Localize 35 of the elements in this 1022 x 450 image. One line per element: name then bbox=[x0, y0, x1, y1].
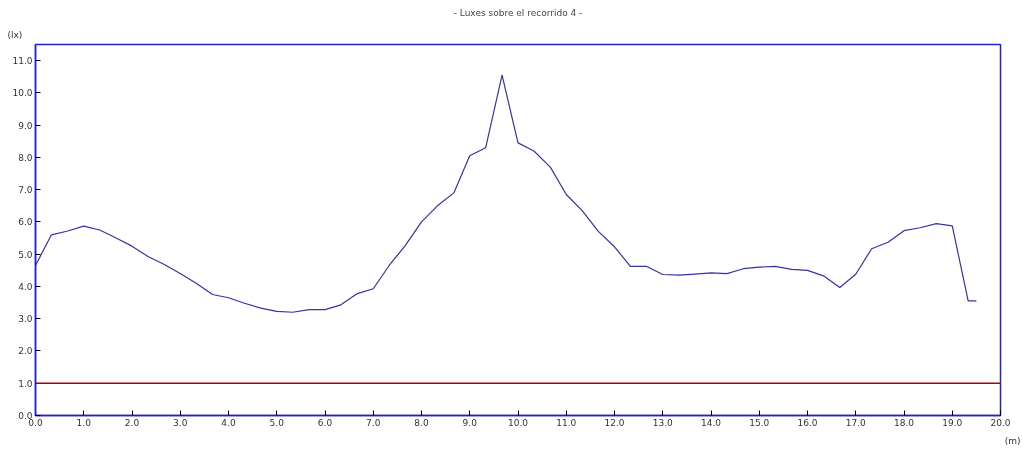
x-tick-label: 3.0 bbox=[173, 417, 188, 428]
y-tick-label: 10.0 bbox=[12, 88, 33, 99]
y-tick-label: 2.0 bbox=[18, 346, 33, 357]
x-tick-label: 20.0 bbox=[990, 417, 1011, 428]
x-tick-label: 17.0 bbox=[845, 417, 867, 428]
chart-title: - Luxes sobre el recorrido 4 - bbox=[453, 7, 583, 18]
y-tick-label: 4.0 bbox=[18, 281, 33, 292]
x-tick-label: 13.0 bbox=[652, 417, 674, 428]
x-tick-label: 18.0 bbox=[893, 417, 915, 428]
y-tick-label: 5.0 bbox=[18, 249, 33, 260]
y-tick-label: 6.0 bbox=[18, 217, 33, 228]
x-tick-label: 11.0 bbox=[556, 417, 577, 428]
x-tick-label: 6.0 bbox=[317, 417, 333, 428]
x-tick-label: 7.0 bbox=[366, 417, 381, 428]
y-tick-label: 7.0 bbox=[18, 185, 33, 196]
y-tick-label: 3.0 bbox=[18, 314, 33, 325]
x-tick-label: 2.0 bbox=[124, 417, 140, 428]
x-tick-label: 14.0 bbox=[700, 417, 722, 428]
y-tick-label: 8.0 bbox=[18, 152, 33, 163]
y-axis-title: (lx) bbox=[7, 29, 23, 40]
y-tick-label: 9.0 bbox=[18, 120, 33, 131]
x-tick-label: 12.0 bbox=[604, 417, 625, 428]
x-tick-label: 5.0 bbox=[269, 417, 285, 428]
x-tick-label: 1.0 bbox=[76, 417, 92, 428]
x-tick-label: 4.0 bbox=[221, 417, 236, 428]
x-tick-label: 10.0 bbox=[507, 417, 529, 428]
x-tick-label: 19.0 bbox=[942, 417, 963, 428]
x-tick-label: 8.0 bbox=[414, 417, 429, 428]
line-series bbox=[35, 74, 977, 313]
x-tick-label: 9.0 bbox=[462, 417, 478, 428]
y-tick-label: 1.0 bbox=[18, 378, 33, 389]
x-tick-label: 16.0 bbox=[797, 417, 818, 428]
x-axis-title: (m) bbox=[1004, 435, 1021, 446]
y-tick-label: 11.0 bbox=[12, 56, 33, 67]
x-tick-label: 15.0 bbox=[749, 417, 770, 428]
